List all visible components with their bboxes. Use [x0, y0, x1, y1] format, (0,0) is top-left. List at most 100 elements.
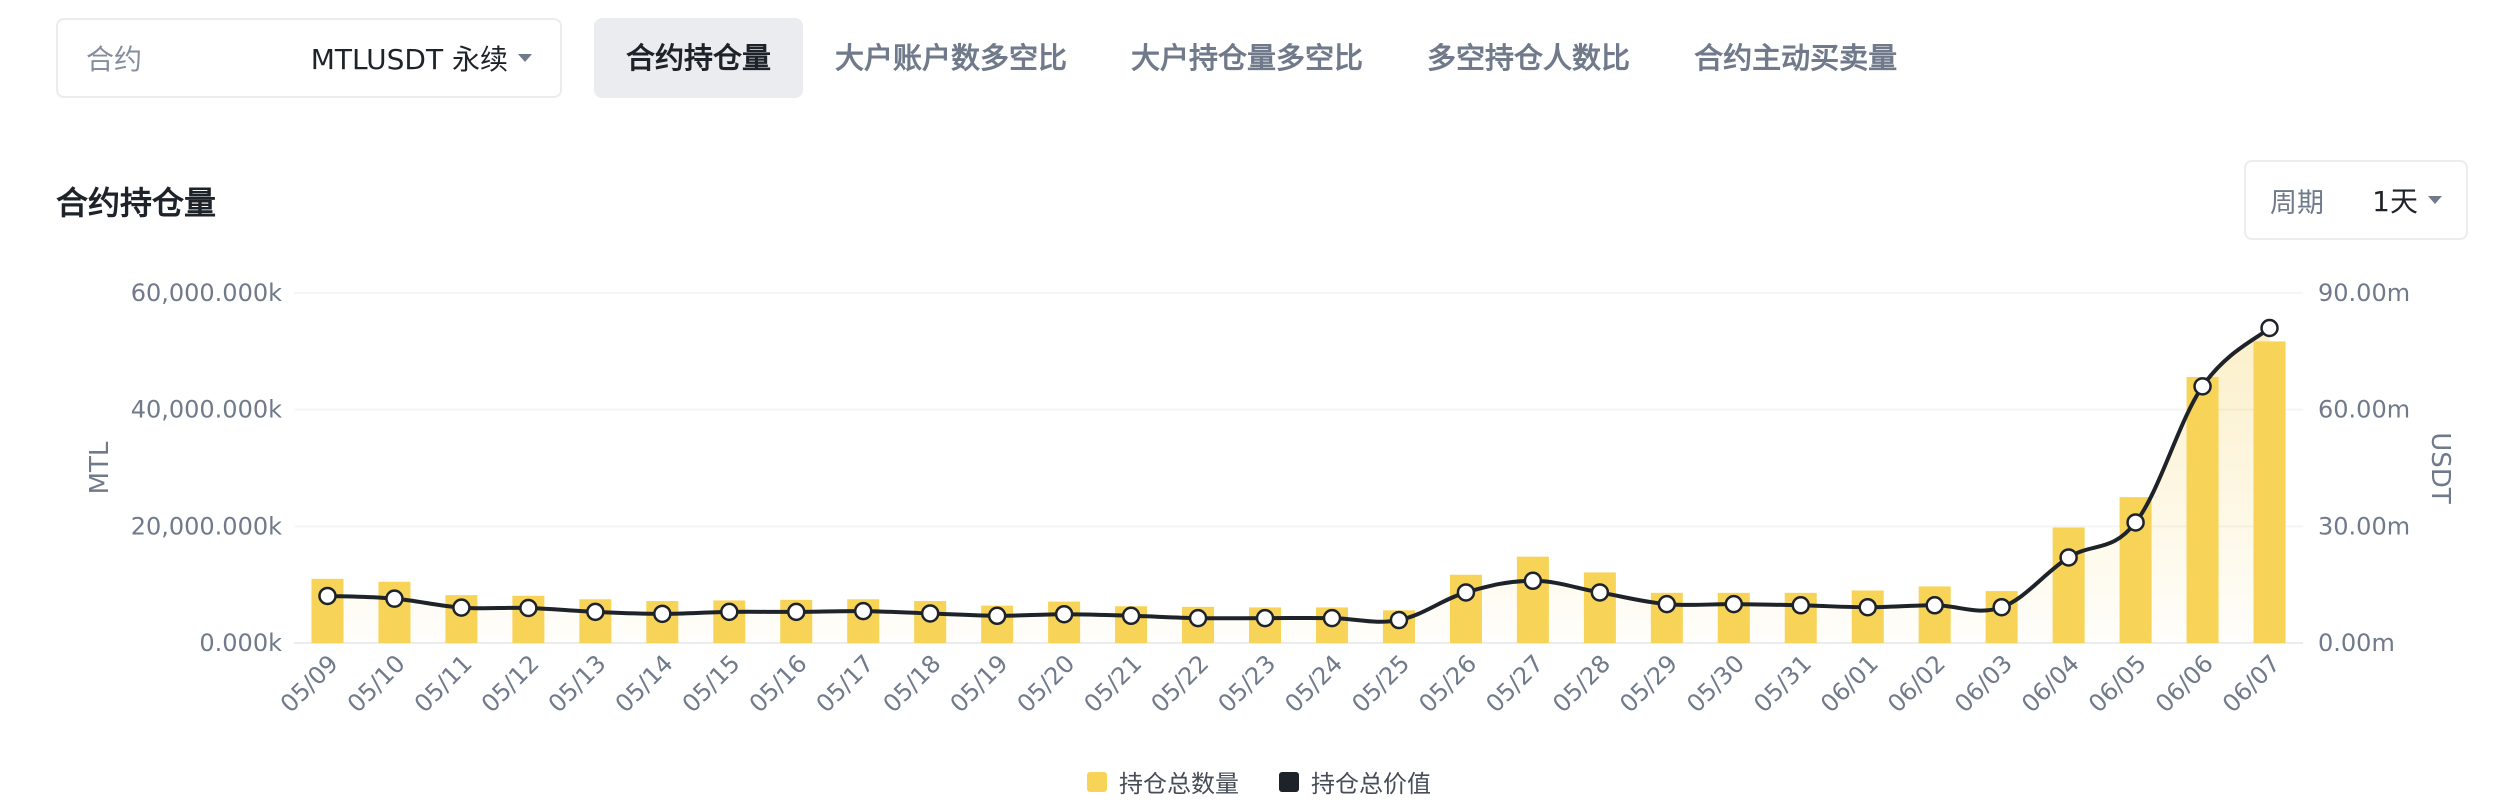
x-axis-tick-label: 05/16: [744, 649, 813, 718]
legend-swatch-bar: [1087, 771, 1107, 792]
line-point: [1657, 594, 1677, 614]
line-point: [1992, 597, 2011, 617]
bar: [1918, 586, 1951, 643]
line-point: [519, 598, 538, 618]
x-axis-tick-label: 05/15: [677, 649, 746, 718]
tab-top-trader-positions-ratio[interactable]: 大户持仓量多空比: [1131, 41, 1364, 75]
x-axis-tick-label: 05/31: [1748, 649, 1817, 718]
left-axis-tick-label: 20,000.000k: [131, 512, 282, 540]
right-axis-tick-label: 0.00m: [2318, 629, 2395, 657]
line-point: [920, 604, 940, 623]
line-point: [318, 586, 337, 606]
line-point: [1054, 604, 1074, 624]
line-point: [1322, 608, 1342, 628]
x-axis-tick-label: 05/11: [409, 649, 478, 718]
line-point: [2193, 377, 2212, 396]
line-point: [853, 601, 873, 621]
contract-select[interactable]: 合约 MTLUSDT 永续: [56, 18, 562, 98]
contract-select-value: MTLUSDT 永续: [310, 43, 508, 76]
x-axis-tick-label: 06/02: [1882, 649, 1951, 718]
bar: [1516, 556, 1549, 643]
bar: [2186, 377, 2219, 643]
legend-label-line: 持仓总价值: [1311, 770, 1431, 798]
value-line: [327, 326, 2271, 624]
line-point: [1188, 608, 1208, 628]
legend-item-line[interactable]: 持仓总价值: [1279, 764, 1431, 799]
x-axis-tick-label: 05/09: [275, 649, 344, 718]
line-point: [586, 602, 605, 622]
x-axis-tick-label: 05/12: [476, 649, 545, 718]
legend-item-bar[interactable]: 持仓总数量: [1087, 764, 1239, 799]
right-axis-tick-label: 60.00m: [2318, 396, 2410, 424]
left-axis-title: MTL: [85, 441, 115, 494]
line-point: [653, 604, 672, 624]
x-axis-tick-label: 05/10: [342, 649, 411, 718]
line-point: [1255, 608, 1275, 628]
x-axis-tick-label: 06/01: [1815, 649, 1884, 718]
x-axis-tick-label: 06/04: [2016, 649, 2085, 718]
line-point: [1791, 596, 1810, 615]
line-point: [1858, 597, 1877, 617]
line-point: [1724, 594, 1744, 614]
x-axis-tick-label: 05/20: [1012, 649, 1081, 718]
line-point: [1456, 583, 1476, 602]
x-axis-tick-label: 05/28: [1547, 649, 1616, 718]
x-axis-tick-label: 06/06: [2150, 649, 2219, 718]
tab-long-short-ratio[interactable]: 多空持仓人数比: [1427, 41, 1631, 75]
tab-open-interest[interactable]: 合约持仓量: [594, 18, 804, 98]
left-axis-tick-label: 60,000.000k: [131, 279, 282, 307]
line-point: [1121, 606, 1141, 626]
contract-select-label: 合约: [86, 43, 143, 76]
x-axis-tick-label: 06/03: [1949, 649, 2018, 718]
bar: [1583, 572, 1616, 643]
x-axis-tick-label: 05/29: [1614, 649, 1683, 718]
metric-tabs: 合约持仓量 大户账户数多空比 大户持仓量多空比 多空持仓人数比 合约主动买卖量: [594, 18, 1929, 98]
line-point: [1925, 596, 1944, 615]
caret-down-icon: [2428, 196, 2442, 204]
line-point: [2126, 513, 2145, 532]
x-axis-tick-label: 06/07: [2217, 649, 2286, 718]
open-interest-chart: 0.000k 0.00m 20,000.000k 30.00m 40,000.000k 6…: [85, 279, 2455, 718]
x-axis-tick-label: 05/27: [1480, 649, 1549, 718]
bar: [2253, 341, 2286, 643]
line-point: [987, 606, 1007, 626]
period-select-label: 周期: [2270, 187, 2324, 219]
left-axis-tick-label: 0.000k: [199, 629, 282, 657]
line-point: [2260, 318, 2279, 338]
x-axis-tick-label: 05/19: [945, 649, 1014, 718]
legend-label-bar: 持仓总数量: [1119, 770, 1239, 798]
period-select-value: 1天: [2372, 185, 2418, 218]
line-point: [2059, 548, 2078, 567]
caret-down-icon: [518, 54, 532, 62]
x-axis-tick-label: 05/24: [1280, 649, 1349, 718]
x-axis-tick-label: 05/23: [1213, 649, 1282, 718]
x-axis-tick-label: 05/21: [1079, 649, 1148, 718]
legend-swatch-line: [1279, 771, 1299, 792]
section-title: 合约持仓量: [56, 184, 217, 222]
line-point: [1389, 610, 1409, 630]
bar: [2052, 527, 2085, 643]
x-axis-tick-label: 05/13: [543, 649, 612, 718]
x-axis-tick-label: 05/25: [1346, 649, 1415, 718]
tab-taker-buy-sell-volume[interactable]: 合约主动买卖量: [1694, 41, 1898, 75]
line-point: [1590, 583, 1610, 602]
right-axis-title: USDT: [2425, 432, 2455, 504]
x-axis-tick-label: 05/26: [1413, 649, 1482, 718]
line-point: [720, 602, 739, 622]
period-select[interactable]: 周期 1天: [2244, 160, 2468, 240]
x-axis-tick-label: 05/18: [878, 649, 947, 718]
x-axis-tick-label: 06/05: [2083, 649, 2152, 718]
right-axis-tick-label: 90.00m: [2318, 279, 2410, 307]
x-axis-tick-label: 05/14: [610, 649, 679, 718]
right-axis-tick-label: 30.00m: [2318, 512, 2410, 540]
left-axis-tick-label: 40,000.000k: [131, 396, 282, 424]
line-point: [452, 598, 471, 617]
line-point: [1523, 571, 1543, 591]
line-point: [787, 602, 806, 622]
x-axis-tick-label: 05/30: [1681, 649, 1750, 718]
x-axis-tick-label: 05/17: [811, 649, 880, 718]
tab-top-trader-accounts-ratio[interactable]: 大户账户数多空比: [835, 41, 1068, 75]
x-axis-tick-label: 05/22: [1146, 649, 1215, 718]
chart-legend: 持仓总数量 持仓总价值: [0, 764, 2518, 799]
line-area-fill: [327, 328, 2270, 643]
